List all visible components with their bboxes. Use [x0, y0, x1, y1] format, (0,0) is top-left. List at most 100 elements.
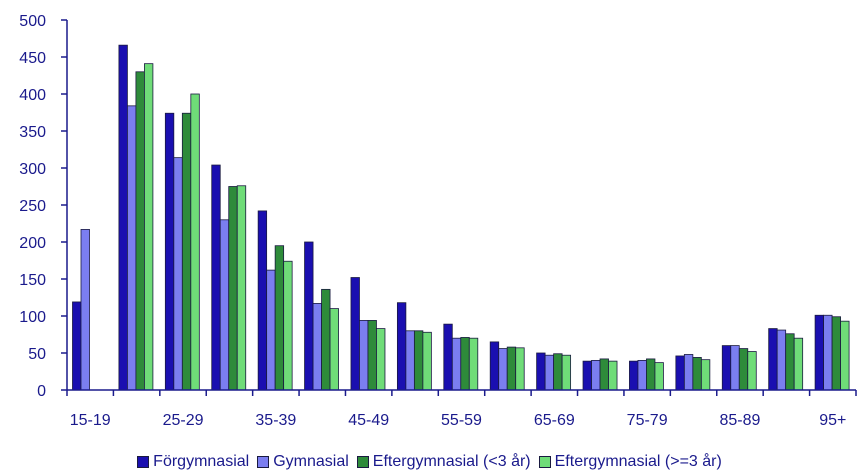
bar-0-5: [304, 241, 314, 391]
y-tick-label-100: 100: [19, 309, 46, 326]
y-tick-label-50: 50: [28, 346, 46, 363]
bar-2-11: [599, 358, 609, 391]
x-tick-label-45-49: 45-49: [348, 412, 389, 429]
bar-1-10: [544, 354, 555, 391]
legend-item-eftergymnasial-long: Eftergymnasial (>=3 år): [538, 453, 722, 471]
legend-item-eftergymnasial-short: Eftergymnasial (<3 år): [356, 453, 531, 471]
x-tick-label-75-79: 75-79: [627, 412, 668, 429]
bar-1-14: [730, 345, 740, 391]
y-tick-label-200: 200: [19, 235, 46, 252]
bar-3-3: [236, 185, 247, 391]
x-axis-ticks: [66, 390, 857, 396]
bar-3-6: [376, 328, 386, 391]
bar-1-12: [637, 359, 647, 391]
y-tick-label-300: 300: [19, 161, 46, 178]
bar-0-16: [814, 314, 824, 391]
legend-swatch-eftergymnasial-short: [356, 456, 369, 468]
bar-0-9: [489, 341, 500, 391]
x-tick-label-35-39: 35-39: [255, 412, 296, 429]
bar-1-3: [219, 219, 230, 391]
bar-1-4: [266, 269, 276, 391]
bar-1-2: [173, 157, 183, 391]
bar-0-2: [164, 112, 175, 391]
x-tick-label-25-29: 25-29: [163, 412, 204, 429]
bar-0-15: [768, 328, 778, 391]
bar-1-8: [451, 337, 462, 391]
bar-chart: 0 50 100 150 200 250 300 350 400 450 500 15-19 25-2…: [19, 13, 857, 429]
legend-item-forgymnasial: Förgymnasial: [137, 453, 249, 471]
bar-3-4: [283, 260, 293, 391]
bar-3-5: [329, 308, 339, 391]
legend-item-gymnasial: Gymnasial: [257, 453, 349, 471]
bar-2-7: [413, 330, 424, 391]
y-tick-label-150: 150: [19, 272, 46, 289]
y-axis-labels: 0 50 100 150 200 250 300 350 400 450 500: [19, 13, 46, 400]
bar-2-13: [692, 357, 702, 391]
y-axis-ticks: [61, 19, 67, 391]
y-tick-label-500: 500: [19, 13, 46, 30]
bar-2-9: [506, 346, 517, 391]
bar-0-11: [582, 360, 592, 391]
legend-label-forgymnasial: Förgymnasial: [153, 453, 250, 470]
bar-3-12: [654, 362, 664, 391]
bar-0-13: [675, 355, 685, 391]
bar-2-14: [738, 348, 749, 391]
bar-2-10: [553, 353, 563, 391]
bar-2-6: [367, 320, 377, 391]
bar-0-6: [350, 277, 360, 391]
bar-0-8: [443, 323, 453, 391]
bar-1-15: [776, 329, 787, 391]
bar-3-8: [468, 337, 479, 391]
y-tick-label-350: 350: [19, 124, 46, 141]
bar-2-3: [228, 186, 238, 391]
bar-2-1: [135, 71, 145, 391]
x-tick-label-65-69: 65-69: [534, 412, 575, 429]
bar-3-7: [422, 331, 432, 391]
x-tick-label-85-89: 85-89: [720, 412, 761, 429]
bar-2-15: [785, 333, 795, 391]
bar-0-4: [257, 210, 268, 391]
y-tick-label-250: 250: [19, 198, 46, 215]
bar-3-11: [608, 360, 618, 391]
x-tick-label-55-59: 55-59: [441, 412, 482, 429]
bar-2-16: [831, 316, 841, 391]
bar-1-5: [312, 303, 322, 391]
bar-2-2: [181, 112, 192, 391]
bar-2-8: [460, 337, 470, 391]
y-tick-label-450: 450: [19, 50, 46, 67]
bar-0-12: [629, 360, 639, 391]
x-tick-label-15-19: 15-19: [70, 412, 111, 429]
bar-1-11: [591, 359, 601, 391]
legend-swatch-eftergymnasial-long: [538, 456, 551, 468]
bar-3-10: [561, 354, 572, 391]
bar-3-16: [840, 320, 850, 391]
bar-0-10: [536, 352, 546, 391]
bar-1-9: [498, 348, 508, 391]
bar-0-3: [211, 164, 221, 391]
bar-2-5: [321, 288, 331, 391]
bar-1-0: [80, 229, 90, 391]
bar-1-6: [359, 320, 369, 391]
bar-3-2: [190, 93, 200, 391]
legend: Förgymnasial Gymnasial Eftergymnasial (<…: [0, 451, 859, 473]
bar-3-15: [793, 337, 804, 391]
legend-label-eftergymnasial-long: Eftergymnasial (>=3 år): [554, 453, 722, 470]
bar-1-7: [405, 330, 415, 391]
bar-3-1: [144, 63, 154, 391]
legend-label-eftergymnasial-short: Eftergymnasial (<3 år): [372, 453, 531, 470]
bar-0-14: [721, 345, 732, 391]
bar-0-0: [72, 301, 82, 391]
x-tick-label-95+: 95+: [819, 412, 846, 429]
bar-3-9: [515, 347, 525, 391]
legend-swatch-gymnasial: [257, 456, 270, 468]
legend-label-gymnasial: Gymnasial: [273, 453, 349, 470]
bar-2-12: [646, 358, 656, 391]
bar-3-13: [700, 359, 711, 391]
x-axis-labels: 15-19 25-29 35-39 45-49 55-59 65-69 75-79 85-89…: [70, 412, 847, 429]
bar-1-13: [683, 354, 694, 391]
bar-3-14: [747, 351, 757, 391]
bar-1-1: [127, 105, 137, 391]
bar-0-7: [396, 302, 407, 391]
y-tick-label-0: 0: [37, 383, 46, 400]
bar-2-4: [274, 245, 285, 391]
